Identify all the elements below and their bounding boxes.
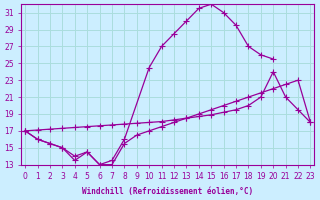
X-axis label: Windchill (Refroidissement éolien,°C): Windchill (Refroidissement éolien,°C) bbox=[82, 187, 253, 196]
